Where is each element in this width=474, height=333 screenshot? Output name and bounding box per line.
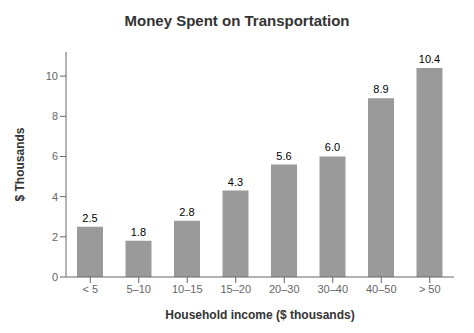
svg-text:2.5: 2.5 xyxy=(82,212,97,224)
svg-text:10: 10 xyxy=(46,70,58,82)
svg-text:< 5: < 5 xyxy=(82,283,98,295)
svg-text:2.8: 2.8 xyxy=(179,206,194,218)
html-text:Money Spent on Transportation: Money Spent on Transportation xyxy=(124,12,350,29)
svg-text:10.4: 10.4 xyxy=(419,53,440,65)
svg-text:40–50: 40–50 xyxy=(366,283,397,295)
svg-text:15–20: 15–20 xyxy=(220,283,251,295)
svg-text:8.9: 8.9 xyxy=(373,83,388,95)
svg-text:Household income ($ thousands): Household income ($ thousands) xyxy=(165,308,354,322)
svg-text:$ Thousands: $ Thousands xyxy=(13,127,27,201)
svg-text:0: 0 xyxy=(52,271,58,283)
svg-text:4: 4 xyxy=(52,191,58,203)
svg-text:5.6: 5.6 xyxy=(276,150,291,162)
svg-text:1.8: 1.8 xyxy=(131,226,146,238)
svg-text:> 50: > 50 xyxy=(419,283,441,295)
svg-text:2: 2 xyxy=(52,231,58,243)
svg-text:10–15: 10–15 xyxy=(172,283,203,295)
svg-text:30–40: 30–40 xyxy=(317,283,348,295)
svg-text:4.3: 4.3 xyxy=(228,176,243,188)
svg-text:6: 6 xyxy=(52,150,58,162)
svg-text:5–10: 5–10 xyxy=(127,283,151,295)
svg-text:8: 8 xyxy=(52,110,58,122)
svg-text:6.0: 6.0 xyxy=(325,141,340,153)
svg-text:20–30: 20–30 xyxy=(269,283,300,295)
